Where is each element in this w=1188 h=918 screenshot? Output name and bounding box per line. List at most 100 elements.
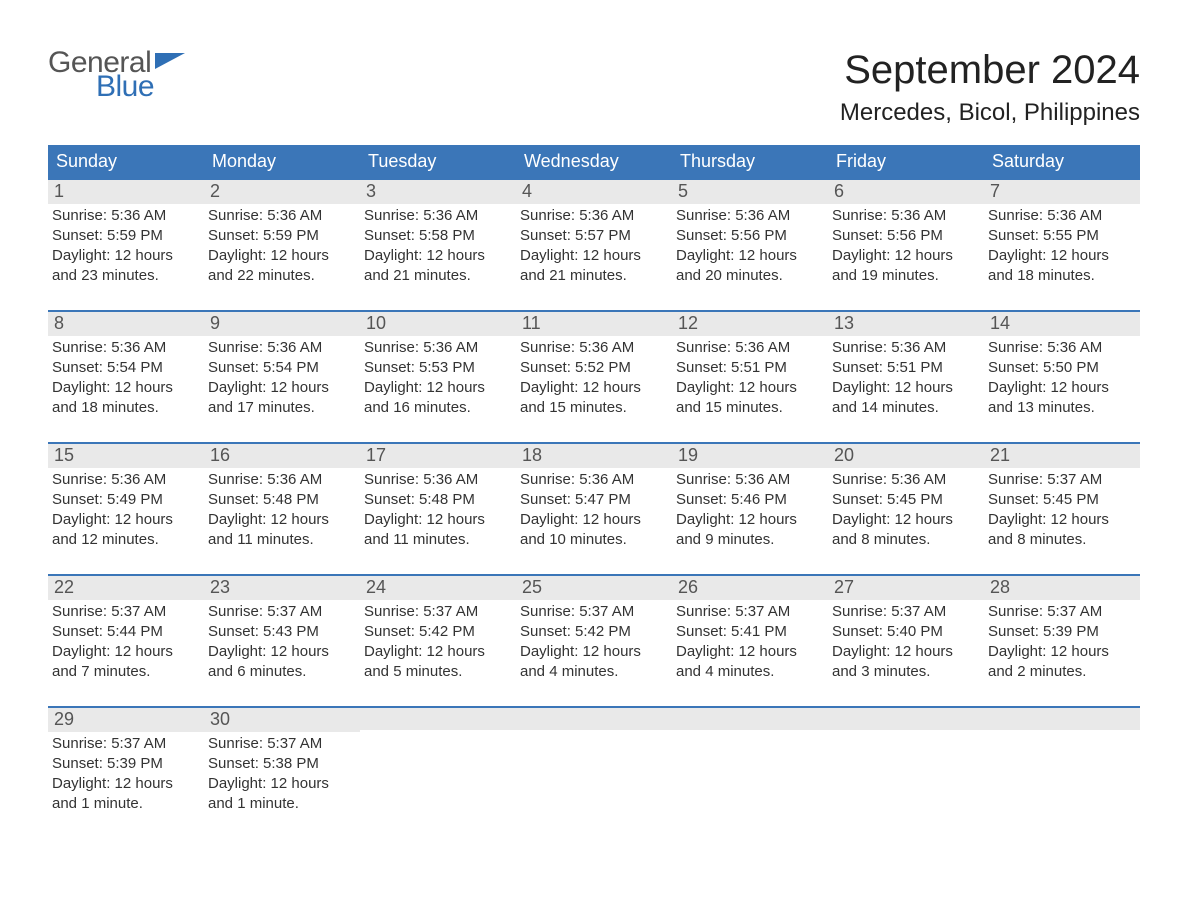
day-body: Sunrise: 5:37 AMSunset: 5:44 PMDaylight:… [48,600,204,686]
day-number: 21 [984,444,1140,468]
daylight-line: Daylight: 12 hours and 19 minutes. [832,246,980,286]
day-body: Sunrise: 5:37 AMSunset: 5:40 PMDaylight:… [828,600,984,686]
calendar-day: 1Sunrise: 5:36 AMSunset: 5:59 PMDaylight… [48,180,204,290]
sunrise-line: Sunrise: 5:37 AM [364,602,512,622]
daylight-line: Daylight: 12 hours and 18 minutes. [52,378,200,418]
sunrise-line: Sunrise: 5:36 AM [520,338,668,358]
sunset-line: Sunset: 5:40 PM [832,622,980,642]
day-body: Sunrise: 5:36 AMSunset: 5:51 PMDaylight:… [672,336,828,422]
day-number: 16 [204,444,360,468]
sunset-line: Sunset: 5:56 PM [832,226,980,246]
calendar-day: 5Sunrise: 5:36 AMSunset: 5:56 PMDaylight… [672,180,828,290]
day-number: 19 [672,444,828,468]
daylight-line: Daylight: 12 hours and 8 minutes. [832,510,980,550]
location-text: Mercedes, Bicol, Philippines [840,99,1140,127]
sunrise-line: Sunrise: 5:37 AM [52,602,200,622]
daylight-line: Daylight: 12 hours and 21 minutes. [520,246,668,286]
sunrise-line: Sunrise: 5:36 AM [208,206,356,226]
day-number [360,708,516,730]
day-body: Sunrise: 5:36 AMSunset: 5:55 PMDaylight:… [984,204,1140,290]
weekday-thursday: Thursday [672,145,828,178]
calendar-day: 10Sunrise: 5:36 AMSunset: 5:53 PMDayligh… [360,312,516,422]
calendar-day: 14Sunrise: 5:36 AMSunset: 5:50 PMDayligh… [984,312,1140,422]
calendar-day-empty [984,708,1140,818]
sunset-line: Sunset: 5:42 PM [364,622,512,642]
sunset-line: Sunset: 5:54 PM [208,358,356,378]
day-number: 3 [360,180,516,204]
day-number: 22 [48,576,204,600]
sunrise-line: Sunrise: 5:36 AM [364,470,512,490]
daylight-line: Daylight: 12 hours and 21 minutes. [364,246,512,286]
day-body: Sunrise: 5:36 AMSunset: 5:48 PMDaylight:… [204,468,360,554]
sunset-line: Sunset: 5:48 PM [208,490,356,510]
day-body: Sunrise: 5:36 AMSunset: 5:54 PMDaylight:… [204,336,360,422]
daylight-line: Daylight: 12 hours and 17 minutes. [208,378,356,418]
month-title: September 2024 [840,48,1140,93]
day-number: 17 [360,444,516,468]
day-number: 24 [360,576,516,600]
day-body [672,730,828,810]
sunset-line: Sunset: 5:39 PM [52,754,200,774]
daylight-line: Daylight: 12 hours and 2 minutes. [988,642,1136,682]
day-number: 14 [984,312,1140,336]
daylight-line: Daylight: 12 hours and 22 minutes. [208,246,356,286]
day-number [984,708,1140,730]
daylight-line: Daylight: 12 hours and 5 minutes. [364,642,512,682]
calendar-day: 7Sunrise: 5:36 AMSunset: 5:55 PMDaylight… [984,180,1140,290]
weekday-header-row: Sunday Monday Tuesday Wednesday Thursday… [48,145,1140,178]
daylight-line: Daylight: 12 hours and 4 minutes. [520,642,668,682]
sunrise-line: Sunrise: 5:37 AM [988,470,1136,490]
calendar-day: 26Sunrise: 5:37 AMSunset: 5:41 PMDayligh… [672,576,828,686]
daylight-line: Daylight: 12 hours and 18 minutes. [988,246,1136,286]
day-body: Sunrise: 5:36 AMSunset: 5:54 PMDaylight:… [48,336,204,422]
daylight-line: Daylight: 12 hours and 11 minutes. [364,510,512,550]
day-body: Sunrise: 5:37 AMSunset: 5:43 PMDaylight:… [204,600,360,686]
calendar-day: 30Sunrise: 5:37 AMSunset: 5:38 PMDayligh… [204,708,360,818]
daylight-line: Daylight: 12 hours and 9 minutes. [676,510,824,550]
day-number: 5 [672,180,828,204]
sunrise-line: Sunrise: 5:36 AM [208,470,356,490]
calendar-day: 3Sunrise: 5:36 AMSunset: 5:58 PMDaylight… [360,180,516,290]
calendar-day: 29Sunrise: 5:37 AMSunset: 5:39 PMDayligh… [48,708,204,818]
day-body [984,730,1140,810]
calendar-week-row: 8Sunrise: 5:36 AMSunset: 5:54 PMDaylight… [48,310,1140,422]
daylight-line: Daylight: 12 hours and 20 minutes. [676,246,824,286]
sunset-line: Sunset: 5:51 PM [832,358,980,378]
daylight-line: Daylight: 12 hours and 1 minute. [208,774,356,814]
sunrise-line: Sunrise: 5:36 AM [676,206,824,226]
day-body: Sunrise: 5:36 AMSunset: 5:59 PMDaylight:… [48,204,204,290]
day-number: 1 [48,180,204,204]
calendar-day: 17Sunrise: 5:36 AMSunset: 5:48 PMDayligh… [360,444,516,554]
calendar-day: 4Sunrise: 5:36 AMSunset: 5:57 PMDaylight… [516,180,672,290]
daylight-line: Daylight: 12 hours and 11 minutes. [208,510,356,550]
logo-flag-icon [155,53,185,73]
generalblue-logo: General Blue [48,48,185,102]
day-body [360,730,516,810]
sunrise-line: Sunrise: 5:36 AM [520,206,668,226]
weeks-container: 1Sunrise: 5:36 AMSunset: 5:59 PMDaylight… [48,178,1140,818]
sunset-line: Sunset: 5:51 PM [676,358,824,378]
daylight-line: Daylight: 12 hours and 15 minutes. [676,378,824,418]
sunset-line: Sunset: 5:55 PM [988,226,1136,246]
daylight-line: Daylight: 12 hours and 23 minutes. [52,246,200,286]
day-body: Sunrise: 5:36 AMSunset: 5:59 PMDaylight:… [204,204,360,290]
daylight-line: Daylight: 12 hours and 7 minutes. [52,642,200,682]
day-body [828,730,984,810]
day-body: Sunrise: 5:36 AMSunset: 5:49 PMDaylight:… [48,468,204,554]
day-body: Sunrise: 5:36 AMSunset: 5:47 PMDaylight:… [516,468,672,554]
sunset-line: Sunset: 5:57 PM [520,226,668,246]
sunset-line: Sunset: 5:42 PM [520,622,668,642]
day-number: 6 [828,180,984,204]
calendar-day: 20Sunrise: 5:36 AMSunset: 5:45 PMDayligh… [828,444,984,554]
sunset-line: Sunset: 5:58 PM [364,226,512,246]
day-body: Sunrise: 5:37 AMSunset: 5:39 PMDaylight:… [984,600,1140,686]
sunset-line: Sunset: 5:59 PM [208,226,356,246]
daylight-line: Daylight: 12 hours and 8 minutes. [988,510,1136,550]
sunrise-line: Sunrise: 5:37 AM [208,734,356,754]
sunrise-line: Sunrise: 5:37 AM [52,734,200,754]
calendar-day: 6Sunrise: 5:36 AMSunset: 5:56 PMDaylight… [828,180,984,290]
sunrise-line: Sunrise: 5:36 AM [988,206,1136,226]
calendar-day-empty [672,708,828,818]
day-number: 15 [48,444,204,468]
day-number: 2 [204,180,360,204]
